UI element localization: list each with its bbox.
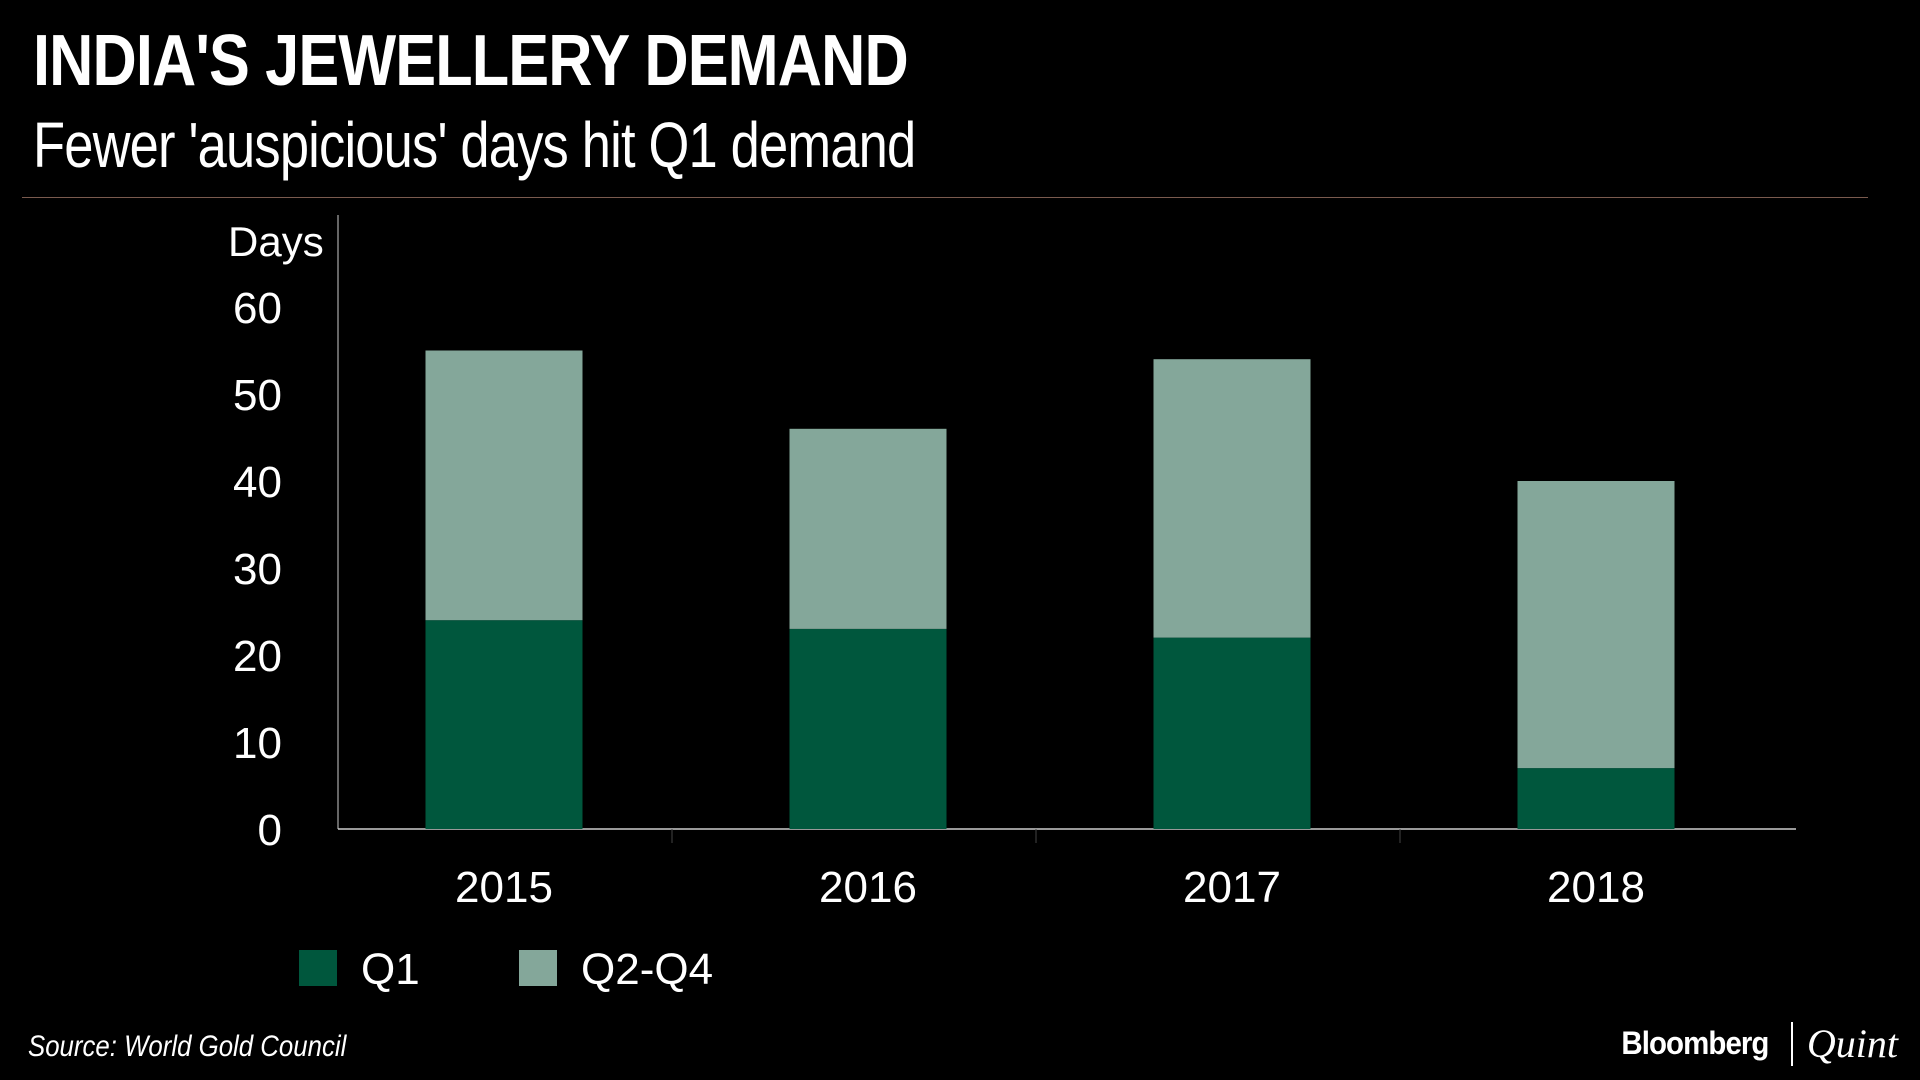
bar-q2-q4-2018 [1517,481,1675,769]
x-tick-label: 2018 [1547,863,1645,912]
bar-q1-2017 [1153,637,1311,829]
y-tick-label: 10 [233,719,282,768]
y-tick-label: 50 [233,371,282,420]
y-tick-label: 0 [258,806,282,855]
legend-label: Q1 [361,945,420,994]
brand-logo: Bloomberg Quint [1615,1020,1898,1067]
chart-subtitle: Fewer 'auspicious' days hit Q1 demand [33,109,916,181]
y-tick-label: 40 [233,458,282,507]
y-tick-label: 30 [233,545,282,594]
x-tick-label: 2015 [455,863,553,912]
bar-q2-q4-2015 [425,350,583,621]
x-tick-label: 2016 [819,863,917,912]
brand-separator [1790,1021,1793,1066]
bar-q2-q4-2017 [1153,359,1311,638]
bar-q1-2016 [789,628,947,829]
legend-swatch-q1 [299,950,337,986]
y-axis-label: Days [228,218,324,265]
x-tick-label: 2017 [1183,863,1281,912]
chart-title: INDIA'S JEWELLERY DEMAND [33,21,909,101]
brand-quint: Quint [1806,1021,1898,1066]
brand-bloomberg: Bloomberg [1621,1025,1769,1061]
bar-q1-2018 [1517,768,1675,829]
bar-q1-2015 [425,620,583,829]
legend-swatch-q2-q4 [519,950,557,986]
header-divider [22,197,1868,198]
legend-label: Q2-Q4 [581,945,713,994]
y-tick-label: 60 [233,284,282,333]
source-note: Source: World Gold Council [28,1030,347,1063]
bar-q2-q4-2016 [789,428,947,629]
y-tick-label: 20 [233,632,282,681]
